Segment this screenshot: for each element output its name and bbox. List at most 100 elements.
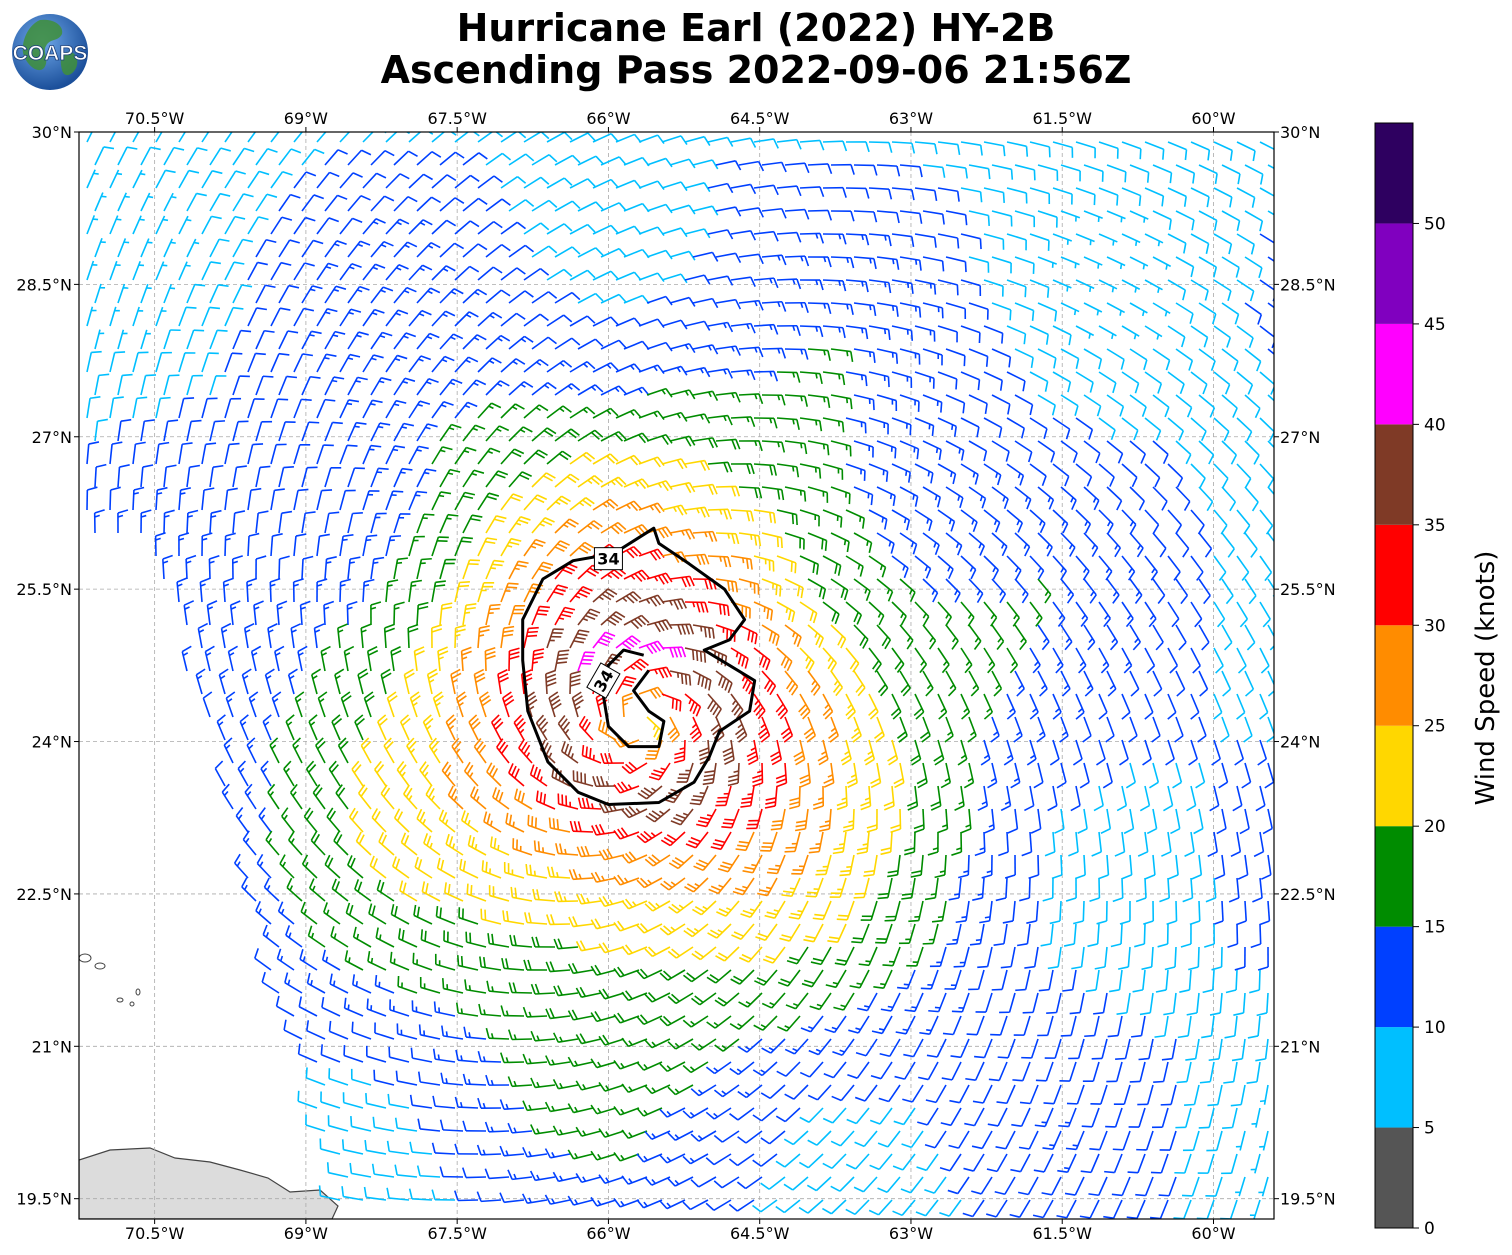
barb-half-feather (614, 387, 620, 393)
barb-staff (899, 210, 920, 215)
barb-feather (852, 735, 862, 743)
barb-feather (1068, 334, 1072, 346)
barb-feather (422, 219, 433, 226)
wind-barb (891, 233, 915, 248)
barb-feather (394, 601, 405, 606)
barb-staff (255, 330, 265, 350)
barb-half-feather (356, 289, 363, 293)
barb-feather (1220, 524, 1228, 535)
barb-staff (477, 220, 495, 235)
barb-feather (711, 298, 719, 309)
barb-feather (1210, 360, 1216, 371)
barb-staff (707, 555, 729, 558)
wind-barb (822, 555, 842, 576)
barb-staff (439, 424, 453, 442)
barb-feather (1067, 381, 1072, 393)
wind-barb (324, 467, 342, 488)
barb-staff (1259, 601, 1271, 620)
wind-barb (960, 187, 983, 203)
barb-feather (1276, 151, 1278, 161)
barb-staff (163, 192, 174, 212)
barb-staff (807, 163, 829, 166)
wind-barb (784, 301, 809, 313)
barb-staff (293, 444, 301, 465)
barb-staff (853, 302, 874, 307)
barb-feather (489, 607, 500, 611)
barb-staff (1098, 233, 1118, 243)
wind-barb (1075, 693, 1085, 720)
wind-barb (1098, 233, 1118, 246)
barb-staff (569, 360, 588, 373)
barb-feather (1048, 499, 1055, 510)
wind-barb (1220, 716, 1230, 743)
wind-barb (577, 384, 604, 396)
barb-feather (548, 199, 558, 208)
barb-feather (850, 164, 855, 175)
barb-half-feather (519, 728, 525, 734)
barb-feather (1203, 595, 1211, 605)
barb-feather (418, 445, 429, 450)
barb-half-feather (1021, 590, 1027, 596)
barb-half-feather (945, 613, 950, 619)
wind-barb (1121, 463, 1138, 488)
barb-feather (225, 532, 236, 537)
wind-barb (154, 532, 166, 557)
barb-feather (785, 679, 794, 690)
barb-staff (1014, 486, 1032, 500)
barb-staff (1014, 394, 1033, 406)
wind-barb (646, 387, 673, 398)
barb-half-feather (792, 279, 796, 285)
wind-barb (1129, 348, 1148, 371)
barb-staff (1129, 302, 1148, 314)
barb-staff (445, 721, 456, 741)
barb-feather (581, 544, 592, 552)
wind-barb (477, 311, 503, 327)
barb-feather (948, 568, 954, 579)
wind-barb (370, 422, 391, 442)
wind-barb (1144, 555, 1158, 581)
barb-feather (547, 336, 557, 345)
barb-feather (759, 655, 765, 666)
wind-barb (899, 302, 922, 318)
wind-barb (500, 312, 526, 327)
barb-staff (753, 601, 773, 611)
barb-half-feather (1079, 661, 1085, 667)
barb-feather (511, 451, 522, 458)
wind-barb (1144, 693, 1154, 720)
barb-staff (669, 250, 690, 258)
wind-barb (1244, 256, 1263, 279)
barb-feather (293, 578, 304, 583)
barb-feather (609, 453, 619, 462)
barb-feather (566, 476, 577, 484)
barb-staff (1152, 164, 1172, 174)
barb-feather (571, 383, 581, 391)
wind-barb (195, 668, 206, 695)
barb-half-feather (425, 426, 431, 430)
barb-half-feather (652, 724, 657, 731)
barb-half-feather (653, 366, 658, 372)
wind-barb (1014, 624, 1027, 651)
barb-feather (669, 730, 678, 740)
barb-half-feather (950, 471, 953, 478)
barb-feather (703, 320, 711, 331)
wind-barb (109, 306, 120, 327)
barb-feather (711, 205, 719, 216)
barb-staff (1213, 463, 1229, 479)
barb-feather (722, 747, 733, 754)
barb-staff (1221, 394, 1238, 409)
barb-feather (1116, 500, 1123, 511)
barb-feather (688, 528, 696, 539)
barb-feather (544, 517, 555, 523)
barb-staff (201, 352, 210, 373)
wind-barb (673, 739, 686, 764)
barb-staff (592, 407, 611, 419)
barb-feather (570, 674, 581, 679)
wind-barb (385, 309, 409, 327)
barb-feather (561, 450, 572, 458)
barb-feather (573, 640, 585, 644)
barb-feather (610, 526, 620, 535)
wind-barb (1259, 141, 1278, 161)
wind-barb (362, 308, 385, 327)
barb-feather (566, 521, 577, 528)
barb-feather (518, 560, 529, 565)
